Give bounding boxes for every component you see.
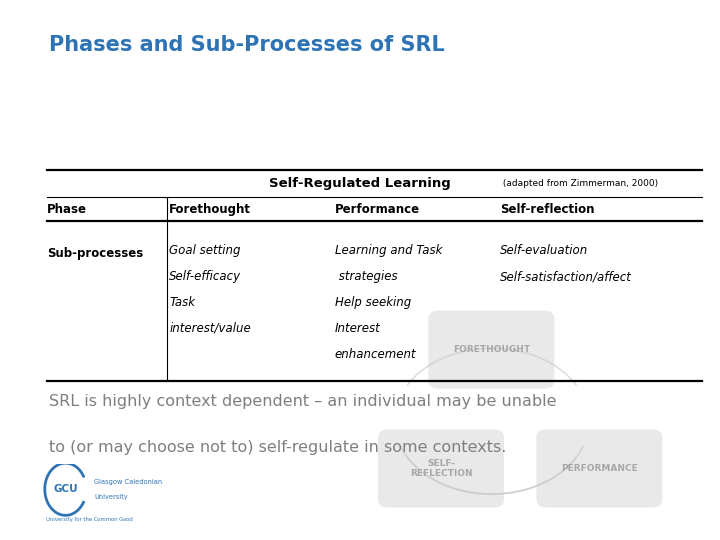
Text: Self-efficacy: Self-efficacy: [169, 270, 241, 283]
Text: Phase: Phase: [47, 202, 87, 216]
Text: to (or may choose not to) self-regulate in some contexts.: to (or may choose not to) self-regulate …: [49, 440, 506, 455]
Text: Forethought: Forethought: [169, 202, 251, 216]
Text: Glasgow Caledonian: Glasgow Caledonian: [94, 479, 162, 485]
Text: Self-evaluation: Self-evaluation: [500, 244, 589, 257]
Text: GCU: GCU: [53, 484, 78, 494]
Text: University for the Common Good: University for the Common Good: [46, 517, 132, 522]
Text: Goal setting: Goal setting: [169, 244, 240, 257]
Text: Self-reflection: Self-reflection: [500, 202, 595, 216]
Text: Interest: Interest: [335, 322, 381, 335]
Text: Task: Task: [169, 296, 195, 309]
FancyBboxPatch shape: [428, 310, 554, 389]
Text: SELF-
REFLECTION: SELF- REFLECTION: [410, 459, 472, 478]
Text: (adapted from Zimmerman, 2000): (adapted from Zimmerman, 2000): [500, 179, 659, 188]
Text: Phases and Sub-Processes of SRL: Phases and Sub-Processes of SRL: [49, 35, 445, 55]
Text: PERFORMANCE: PERFORMANCE: [561, 464, 638, 473]
Text: Performance: Performance: [335, 202, 420, 216]
FancyBboxPatch shape: [378, 429, 504, 508]
Text: enhancement: enhancement: [335, 348, 416, 361]
Text: Learning and Task: Learning and Task: [335, 244, 442, 257]
Text: strategies: strategies: [335, 270, 397, 283]
Text: University: University: [94, 494, 127, 500]
Text: interest/value: interest/value: [169, 322, 251, 335]
Text: Self-Regulated Learning: Self-Regulated Learning: [269, 177, 451, 190]
Text: Self-satisfaction/affect: Self-satisfaction/affect: [500, 270, 632, 283]
Text: Help seeking: Help seeking: [335, 296, 411, 309]
Text: FORETHOUGHT: FORETHOUGHT: [453, 345, 530, 354]
Text: Sub-processes: Sub-processes: [47, 247, 143, 260]
Text: SRL is highly context dependent – an individual may be unable: SRL is highly context dependent – an ind…: [49, 394, 557, 409]
FancyBboxPatch shape: [536, 429, 662, 508]
